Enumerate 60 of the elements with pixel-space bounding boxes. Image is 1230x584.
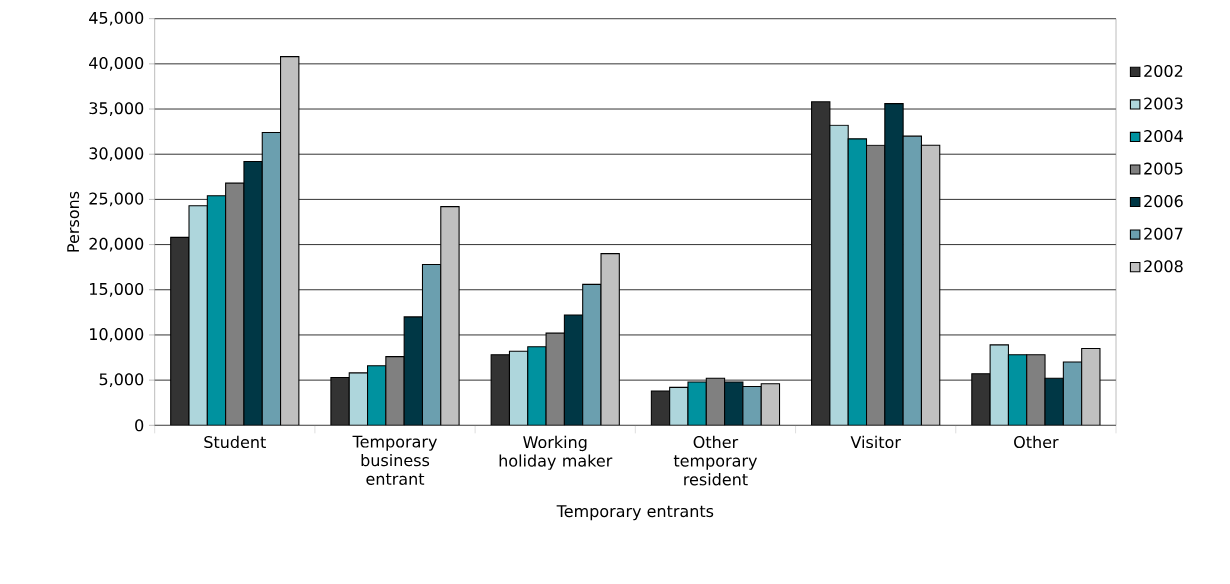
bar [600, 253, 620, 426]
legend-label: 2005 [1144, 162, 1183, 175]
y-tick-label: 5,000 [99, 373, 144, 387]
legend-label: 2003 [1144, 97, 1183, 110]
bar [243, 160, 263, 426]
bar [884, 103, 904, 426]
bar [1044, 377, 1064, 426]
y-axis-title: Persons [67, 191, 80, 252]
bar [421, 263, 442, 426]
bar [170, 236, 190, 426]
x-tick-label: Other temporary resident [673, 435, 758, 486]
x-tick-label: Working holiday maker [499, 435, 613, 470]
y-tick-label: 0 [135, 419, 144, 432]
y-tick-label: 45,000 [89, 11, 144, 26]
legend-label: 2007 [1144, 227, 1183, 240]
bar [225, 182, 245, 426]
bar [989, 344, 1009, 426]
bar [348, 372, 369, 426]
bar [742, 385, 762, 426]
y-tick-label: 25,000 [89, 192, 144, 207]
x-tick-label: Visitor [850, 435, 901, 449]
bar [669, 386, 689, 426]
x-tick-label: Temporary business entrant [352, 435, 437, 485]
bar [811, 101, 831, 426]
bar [403, 316, 424, 426]
bar [1081, 347, 1101, 426]
bar [440, 206, 460, 426]
bar [724, 381, 744, 426]
x-axis-title: Temporary entrants [556, 505, 714, 521]
bar [385, 356, 405, 426]
x-tick-label: Other [1014, 435, 1059, 449]
bar [760, 383, 781, 426]
y-tick-label: 35,000 [89, 102, 144, 116]
legend-label: 2006 [1144, 195, 1183, 208]
bar [1062, 361, 1083, 426]
y-tick-label: 10,000 [90, 328, 144, 342]
legend-label: 2004 [1144, 130, 1183, 143]
y-tick-label: 30,000 [89, 147, 144, 162]
bar [920, 144, 941, 426]
bar [582, 283, 602, 426]
bar [330, 376, 350, 426]
bar [865, 144, 886, 426]
legend-label: 2008 [1144, 260, 1183, 273]
y-tick-label: 20,000 [89, 237, 144, 252]
bar [490, 354, 510, 426]
y-tick-label: 15,000 [90, 282, 144, 297]
bar [705, 377, 726, 426]
bar [1026, 354, 1046, 426]
bar [563, 314, 584, 426]
legend-label: 2002 [1144, 64, 1183, 78]
bar [188, 205, 208, 426]
x-tick-label: Student [204, 435, 266, 449]
y-tick-label: 40,000 [89, 56, 144, 71]
bar [261, 131, 282, 426]
bar [508, 350, 529, 426]
bar [902, 135, 922, 426]
bar [971, 373, 991, 426]
bar [280, 56, 300, 426]
bar [545, 332, 565, 426]
bar [829, 124, 849, 426]
